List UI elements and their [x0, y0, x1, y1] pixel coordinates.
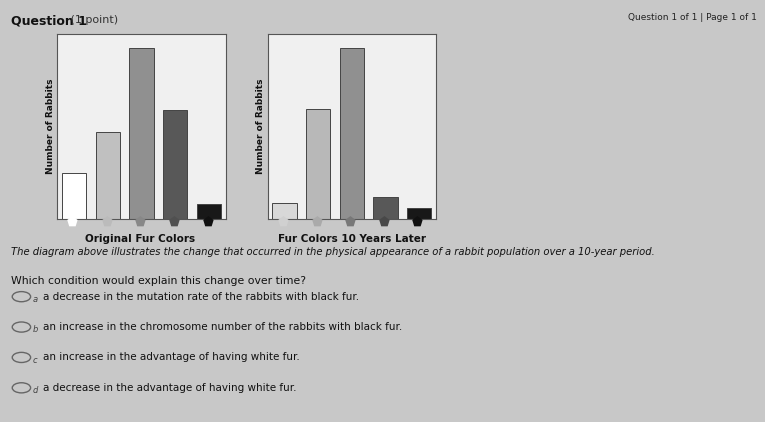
Text: ⬟: ⬟ — [312, 216, 323, 230]
Text: Which condition would explain this change over time?: Which condition would explain this chang… — [11, 276, 307, 287]
Text: ⬟: ⬟ — [135, 216, 145, 230]
Bar — [340, 48, 364, 219]
Text: a decrease in the advantage of having white fur.: a decrease in the advantage of having wh… — [43, 383, 296, 393]
Text: ⬟: ⬟ — [345, 216, 356, 230]
Text: ⬟: ⬟ — [412, 216, 423, 230]
Y-axis label: Number of Rabbits: Number of Rabbits — [46, 79, 54, 174]
Text: c: c — [33, 356, 37, 365]
Bar — [163, 110, 187, 219]
Text: ⬟: ⬟ — [67, 216, 78, 230]
Y-axis label: Number of Rabbits: Number of Rabbits — [256, 79, 265, 174]
Bar — [272, 203, 297, 219]
Text: The diagram above illustrates the change that occurred in the physical appearanc: The diagram above illustrates the change… — [11, 247, 656, 257]
Text: Question 1 of 1 | Page 1 of 1: Question 1 of 1 | Page 1 of 1 — [629, 13, 757, 22]
Text: (1 point): (1 point) — [67, 15, 118, 25]
Text: Original Fur Colors: Original Fur Colors — [85, 234, 195, 244]
Text: ⬟: ⬟ — [203, 216, 213, 230]
Text: ⬟: ⬟ — [379, 216, 389, 230]
Text: Question 1: Question 1 — [11, 15, 87, 28]
Text: ⬟: ⬟ — [102, 216, 112, 230]
Text: ⬟: ⬟ — [278, 216, 288, 230]
Text: an increase in the advantage of having white fur.: an increase in the advantage of having w… — [43, 352, 300, 362]
Bar — [407, 208, 431, 219]
Text: Fur Colors 10 Years Later: Fur Colors 10 Years Later — [278, 234, 426, 244]
Text: d: d — [33, 386, 38, 395]
Bar — [197, 204, 221, 219]
Text: b: b — [33, 325, 38, 334]
Bar — [62, 173, 86, 219]
Bar — [96, 132, 120, 219]
Bar — [306, 108, 330, 219]
Bar — [129, 48, 154, 219]
Text: a decrease in the mutation rate of the rabbits with black fur.: a decrease in the mutation rate of the r… — [43, 292, 359, 302]
Text: a: a — [33, 295, 38, 304]
Text: an increase in the chromosome number of the rabbits with black fur.: an increase in the chromosome number of … — [43, 322, 402, 332]
Text: ⬟: ⬟ — [169, 216, 180, 230]
Bar — [373, 197, 398, 219]
